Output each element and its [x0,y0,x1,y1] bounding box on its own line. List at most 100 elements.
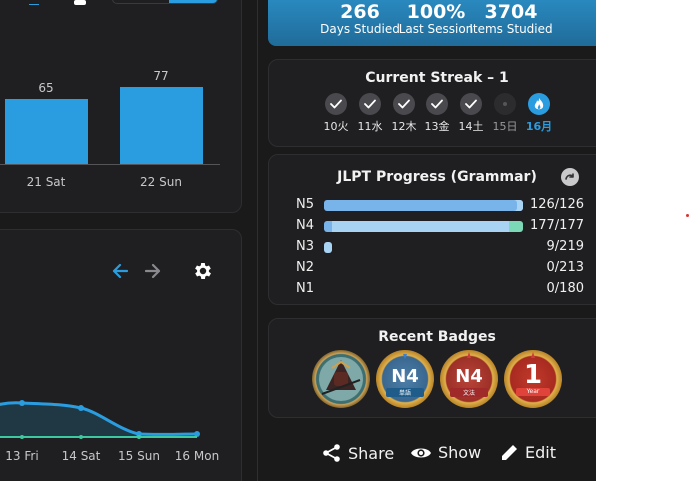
eye-icon [411,448,431,457]
badge-text: N4 [455,366,483,387]
chart-bar [5,99,88,164]
samurai-icon [319,357,363,401]
refresh-icon[interactable] [561,168,579,186]
bar-value-label: 65 [38,81,54,95]
jlpt-level-row: N5 126/126 [296,197,584,213]
badges-title: Recent Badges [378,329,496,345]
line-area [0,402,197,438]
streak-day: 12木 [391,93,417,134]
badge-subtext: Year [526,388,540,395]
jlpt-level-row: N2 0/213 [296,260,584,276]
streak-day: 10火 [323,93,349,134]
jlpt-level-count: 0/180 [546,281,584,296]
x-axis-label: 13 Fri [5,449,39,463]
check-icon [359,93,381,115]
secondary-point [20,435,24,439]
streak-day: 14土 [458,93,484,134]
line-point [136,431,142,437]
line-point [78,405,84,411]
jlpt-level-label: N3 [296,239,314,254]
one-year-badge[interactable]: 1 Year [504,350,562,408]
chart-bar [120,87,203,164]
last-session-value: 100% [406,1,466,23]
panel-divider [257,0,258,481]
show-button[interactable]: Show [410,443,481,462]
last-session-stat: 100% Last Session [396,2,476,36]
days-studied-stat: 266 Days Studied [320,2,400,36]
streak-day-label: 14土 [458,120,484,133]
jlpt-progress-card: JLPT Progress (Grammar) [268,154,596,305]
check-icon [460,93,482,115]
jlpt-progress-bar [324,200,523,211]
streak-day: 13金 [424,93,450,134]
flame-icon [528,93,550,115]
jlpt-level-label: N4 [296,218,314,233]
jlpt-title: JLPT Progress (Grammar) [337,169,537,185]
n4-vocab-badge[interactable]: N4 単語 [376,350,434,408]
badge-subtext: 文法 [462,390,475,397]
line-point [19,400,25,406]
check-icon [325,93,347,115]
items-studied-value: 3704 [484,1,538,23]
badge-text: N4 [391,366,419,387]
bar-value-label: 77 [153,69,169,83]
jlpt-level-count: 9/219 [546,239,584,254]
chart-baseline [0,164,220,165]
show-label: Show [438,443,482,462]
last-session-label: Last Session [398,22,474,36]
jlpt-level-label: N1 [296,281,314,296]
secondary-point [79,435,83,439]
jlpt-level-row: N4 177/177 [296,218,584,234]
jlpt-progress-bar [324,242,332,253]
n4-grammar-badge[interactable]: N4 文法 [440,350,498,408]
share-icon [323,444,340,462]
secondary-point [137,435,141,439]
badge-text: 1 [523,360,543,390]
settings-gear-icon[interactable] [192,260,214,286]
arrow-right-icon[interactable] [29,0,43,5]
x-axis-label: 14 Sat [61,449,101,463]
streak-title: Current Streak – 1 [365,70,509,86]
jlpt-level-label: N2 [296,260,314,275]
jlpt-level-label: N5 [296,197,314,212]
edit-label: Edit [525,443,556,462]
edit-button[interactable]: Edit [500,443,556,462]
jlpt-level-count: 0/213 [546,260,584,275]
range-toggle[interactable] [112,0,218,4]
jlpt-level-count: 177/177 [529,218,584,233]
app-window: 65 77 21 Sat 22 Sun 13 Fri 14 Sat [0,0,596,481]
streak-day-label: 13金 [424,120,450,133]
red-dot [686,214,689,217]
x-axis-label: 22 Sun [140,175,182,189]
streak-day-label: 16月 [525,120,553,133]
x-axis-label: 16 Mon [174,449,220,463]
previous-arrow-icon[interactable] [111,263,129,283]
items-studied-stat: 3704 Items Studied [468,2,554,36]
line-chart [0,400,200,439]
check-icon [426,93,448,115]
share-button[interactable]: Share [322,443,394,463]
jlpt-progress-bar [324,221,523,232]
next-arrow-icon[interactable] [144,263,162,283]
items-studied-label: Items Studied [469,22,553,36]
streak-day-label: 11水 [357,120,383,133]
streak-day: 15日 [492,93,518,134]
settings-icon[interactable] [71,0,89,5]
jlpt-level-row: N1 0/180 [296,281,584,297]
days-studied-label: Days Studied [320,22,400,36]
badge-subtext: 単語 [398,390,411,397]
check-icon [393,93,415,115]
x-axis-label: 15 Sun [118,449,160,463]
days-studied-value: 266 [340,1,380,23]
line-point [194,431,200,437]
stats-banner: 266 Days Studied 100% Last Session 3704 … [268,0,596,46]
streak-day-label: 10火 [323,120,349,133]
x-axis-label: 21 Sat [26,175,66,189]
streak-day: 16月 [526,93,552,134]
streak-day: 11水 [357,93,383,134]
samurai-badge[interactable] [312,350,370,408]
jlpt-level-count: 126/126 [529,197,584,212]
share-label: Share [348,443,395,463]
range-toggle-active[interactable] [169,0,217,3]
pencil-icon [502,445,517,460]
